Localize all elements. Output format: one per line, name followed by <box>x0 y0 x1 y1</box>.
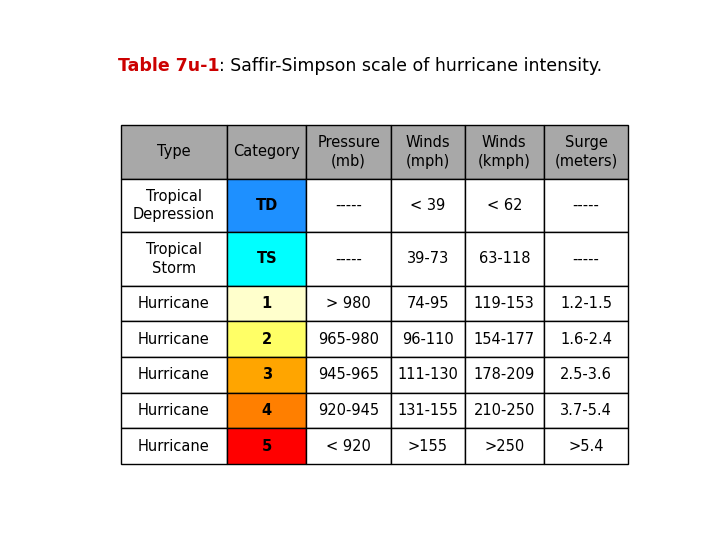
Bar <box>464 286 544 321</box>
Text: Pressure
(mb): Pressure (mb) <box>318 135 380 168</box>
Text: -----: ----- <box>572 198 600 213</box>
Text: Type: Type <box>157 144 191 159</box>
Text: 5: 5 <box>261 438 272 454</box>
Bar <box>544 357 629 393</box>
Text: TS: TS <box>256 251 277 266</box>
Bar <box>464 428 544 464</box>
Bar <box>228 286 306 321</box>
Text: 945-965: 945-965 <box>318 367 379 382</box>
Text: Hurricane: Hurricane <box>138 367 210 382</box>
Bar <box>228 179 306 232</box>
Text: 111-130: 111-130 <box>397 367 458 382</box>
Bar <box>306 393 391 428</box>
Text: Winds
(kmph): Winds (kmph) <box>478 135 531 168</box>
Text: Surge
(meters): Surge (meters) <box>554 135 618 168</box>
Text: 920-945: 920-945 <box>318 403 379 418</box>
Bar <box>121 286 228 321</box>
Bar <box>464 125 544 179</box>
Text: 1.6-2.4: 1.6-2.4 <box>560 332 612 347</box>
Bar <box>306 357 391 393</box>
Text: 74-95: 74-95 <box>407 296 449 311</box>
Text: 965-980: 965-980 <box>318 332 379 347</box>
Bar <box>464 232 544 286</box>
Bar <box>391 125 464 179</box>
Bar <box>228 125 306 179</box>
Text: 2: 2 <box>261 332 272 347</box>
Bar <box>544 179 629 232</box>
Text: 96-110: 96-110 <box>402 332 454 347</box>
Text: : Saffir-Simpson scale of hurricane intensity.: : Saffir-Simpson scale of hurricane inte… <box>220 57 603 75</box>
Bar <box>544 321 629 357</box>
Bar <box>391 179 464 232</box>
Bar <box>391 428 464 464</box>
Bar <box>306 428 391 464</box>
Text: < 39: < 39 <box>410 198 446 213</box>
Text: Hurricane: Hurricane <box>138 296 210 311</box>
Text: >250: >250 <box>484 438 524 454</box>
Text: 210-250: 210-250 <box>474 403 535 418</box>
Bar <box>544 232 629 286</box>
Text: 3: 3 <box>261 367 272 382</box>
Text: > 980: > 980 <box>326 296 371 311</box>
Bar <box>391 286 464 321</box>
Text: >155: >155 <box>408 438 448 454</box>
Bar <box>464 393 544 428</box>
Bar <box>228 232 306 286</box>
Text: 1: 1 <box>261 296 272 311</box>
Bar <box>121 232 228 286</box>
Text: 119-153: 119-153 <box>474 296 535 311</box>
Bar <box>306 232 391 286</box>
Text: 4: 4 <box>261 403 272 418</box>
Bar <box>391 232 464 286</box>
Text: Hurricane: Hurricane <box>138 403 210 418</box>
Bar <box>228 357 306 393</box>
Text: 63-118: 63-118 <box>479 251 530 266</box>
Bar <box>228 428 306 464</box>
Bar <box>228 393 306 428</box>
Bar <box>121 179 228 232</box>
Bar <box>544 125 629 179</box>
Text: TD: TD <box>256 198 278 213</box>
Bar <box>306 179 391 232</box>
Text: Tropical
Depression: Tropical Depression <box>133 188 215 222</box>
Text: Table 7u-1: Table 7u-1 <box>117 57 220 75</box>
Text: 1.2-1.5: 1.2-1.5 <box>560 296 612 311</box>
Text: Category: Category <box>233 144 300 159</box>
Text: -----: ----- <box>336 251 362 266</box>
Text: 178-209: 178-209 <box>474 367 535 382</box>
Bar <box>306 286 391 321</box>
Bar <box>391 393 464 428</box>
Bar <box>121 357 228 393</box>
Bar <box>391 357 464 393</box>
Text: 131-155: 131-155 <box>397 403 458 418</box>
Bar <box>464 179 544 232</box>
Bar <box>121 393 228 428</box>
Bar <box>464 321 544 357</box>
Bar <box>544 286 629 321</box>
Text: 3.7-5.4: 3.7-5.4 <box>560 403 612 418</box>
Text: < 920: < 920 <box>326 438 371 454</box>
Bar <box>306 321 391 357</box>
Text: >5.4: >5.4 <box>568 438 604 454</box>
Bar <box>228 321 306 357</box>
Text: < 62: < 62 <box>487 198 522 213</box>
Text: 2.5-3.6: 2.5-3.6 <box>560 367 612 382</box>
Text: -----: ----- <box>572 251 600 266</box>
Bar <box>121 321 228 357</box>
Bar <box>121 428 228 464</box>
Text: Winds
(mph): Winds (mph) <box>405 135 450 168</box>
Text: Hurricane: Hurricane <box>138 332 210 347</box>
Text: Hurricane: Hurricane <box>138 438 210 454</box>
Bar <box>391 321 464 357</box>
Bar <box>464 357 544 393</box>
Text: 39-73: 39-73 <box>407 251 449 266</box>
Text: Tropical
Storm: Tropical Storm <box>146 242 202 275</box>
Text: 154-177: 154-177 <box>474 332 535 347</box>
Bar <box>544 393 629 428</box>
Bar <box>544 428 629 464</box>
Bar <box>306 125 391 179</box>
Text: -----: ----- <box>336 198 362 213</box>
Bar <box>121 125 228 179</box>
